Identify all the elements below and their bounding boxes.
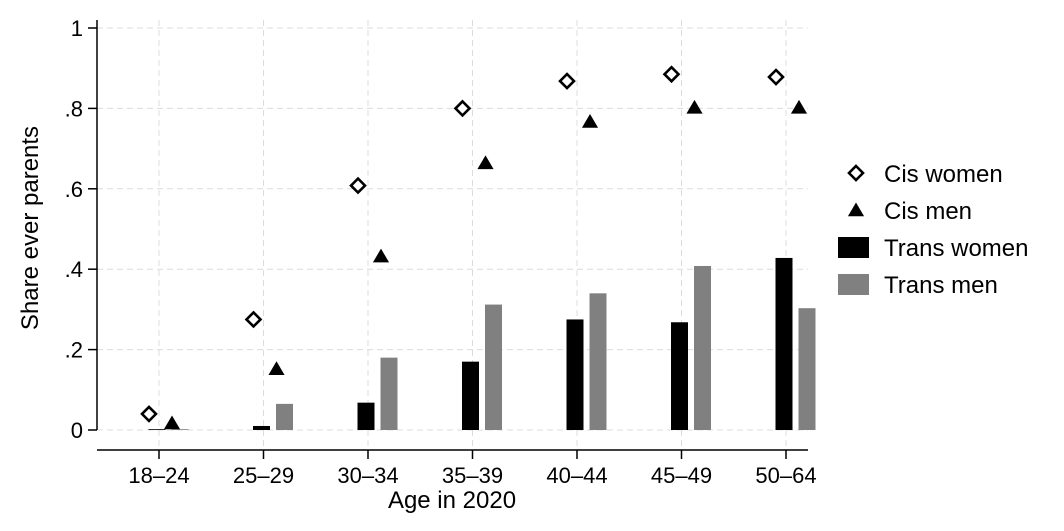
legend-label-cis-men: Cis men bbox=[884, 198, 972, 225]
legend-label-trans-women: Trans women bbox=[884, 235, 1029, 262]
cis-women-point bbox=[453, 99, 472, 118]
x-tick-label: 35–39 bbox=[442, 463, 503, 488]
trans-women-bar bbox=[775, 257, 793, 430]
trans-men-bar bbox=[171, 429, 189, 430]
x-tick-label: 40–44 bbox=[546, 463, 607, 488]
legend-label-trans-men: Trans men bbox=[884, 272, 998, 299]
x-tick-label: 50–64 bbox=[755, 463, 816, 488]
trans-men-bar bbox=[380, 357, 398, 430]
trans-men-bar bbox=[798, 308, 816, 430]
x-tick-label: 30–34 bbox=[337, 463, 398, 488]
legend-swatch-cis-men bbox=[847, 202, 865, 217]
cis-women-point bbox=[244, 310, 263, 329]
x-tick-label: 45–49 bbox=[651, 463, 712, 488]
gridlines bbox=[97, 20, 808, 450]
cis-men-point bbox=[790, 99, 808, 114]
y-tick-label: .8 bbox=[65, 96, 83, 121]
trans-men-bar bbox=[276, 403, 293, 430]
trans-men-bar bbox=[694, 265, 711, 430]
trans-women-bar bbox=[566, 319, 584, 430]
x-tick-label: 18–24 bbox=[128, 463, 189, 488]
trans-men-bar bbox=[485, 304, 502, 430]
cis-women-point bbox=[558, 72, 576, 90]
legend-swatch-trans-men bbox=[838, 274, 869, 295]
cis-women-point bbox=[767, 68, 785, 86]
legend-swatch-trans-women bbox=[838, 237, 869, 258]
trans-men-bar bbox=[589, 293, 607, 430]
y-tick-label: 1 bbox=[71, 16, 83, 41]
trans-women-bar bbox=[148, 429, 166, 430]
cis-men-point bbox=[372, 248, 390, 263]
cis-men-point bbox=[477, 155, 494, 170]
legend-label-cis-women: Cis women bbox=[884, 161, 1003, 188]
cis-women-point bbox=[349, 176, 367, 195]
points bbox=[140, 65, 808, 430]
cis-women-point bbox=[662, 65, 681, 84]
bars bbox=[148, 257, 816, 430]
y-tick-label: .2 bbox=[65, 338, 83, 363]
x-tick-label: 25–29 bbox=[233, 463, 294, 488]
cis-men-point bbox=[686, 99, 703, 114]
cis-men-point bbox=[581, 113, 599, 128]
cis-men-point bbox=[268, 361, 285, 375]
y-tick-label: 0 bbox=[71, 418, 83, 443]
cis-men-point bbox=[163, 415, 181, 430]
x-axis-title: Age in 2020 bbox=[388, 487, 516, 514]
y-tick-label: .4 bbox=[65, 257, 83, 282]
y-axis-title: Share ever parents bbox=[17, 126, 44, 330]
trans-women-bar bbox=[671, 322, 688, 430]
y-tick-label: .6 bbox=[65, 177, 83, 202]
legend: Cis women Cis men Trans women Trans men bbox=[838, 161, 1029, 299]
axes bbox=[88, 20, 808, 459]
trans-women-bar bbox=[462, 361, 479, 430]
trans-women-bar bbox=[357, 402, 375, 430]
cis-women-point bbox=[140, 405, 158, 423]
legend-swatch-cis-women bbox=[847, 164, 865, 182]
trans-women-bar bbox=[253, 425, 270, 430]
tick-labels: 0 .2 .4 .6 .8 1 18–24 25–29 30–34 35–39 40–44 45–49… bbox=[65, 16, 817, 488]
